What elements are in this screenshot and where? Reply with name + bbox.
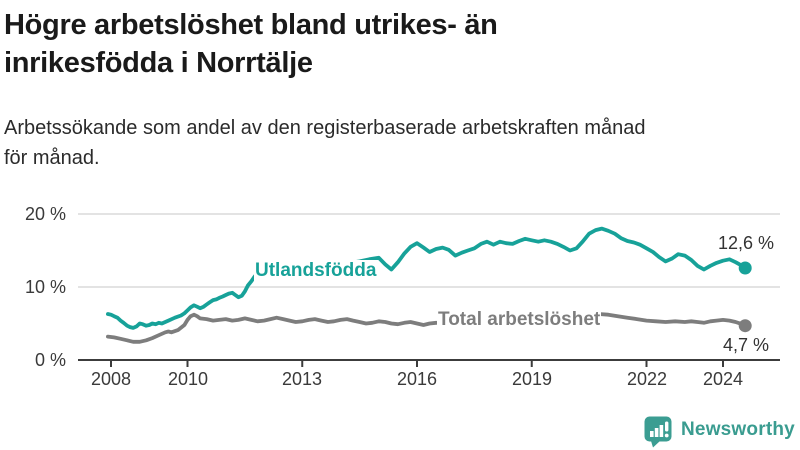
x-axis-label-2013: 2013 [281, 369, 323, 389]
x-axis-label-2008: 2008 [90, 369, 132, 389]
brand-logo: Newsworthy [644, 416, 796, 448]
series-end-dot-0 [738, 261, 752, 275]
series-end-dot-1 [738, 319, 752, 333]
newsworthy-bubble-chart-icon [644, 416, 672, 448]
page-title: Högre arbetslöshet bland utrikes- än inr… [4, 9, 498, 79]
y-axis-label-20: 20 % [24, 204, 66, 224]
x-axis-label-2019: 2019 [511, 369, 553, 389]
series-label-total-arbetsloshet: Total arbetslöshet [437, 309, 602, 331]
y-axis-label-0: 0 % [34, 350, 66, 370]
brand-name: Newsworthy [681, 419, 795, 440]
x-axis-label-2010: 2010 [167, 369, 209, 389]
series-line-1 [106, 312, 748, 344]
y-axis-label-10: 10 % [24, 277, 66, 297]
annotation-utlandsfodda-value: 12,6 % [717, 233, 774, 253]
x-axis-label-2022: 2022 [626, 369, 668, 389]
series-line-0 [106, 226, 748, 330]
annotation-total-value: 4,7 % [722, 335, 769, 355]
x-axis-label-2016: 2016 [396, 369, 438, 389]
chart-subtitle: Arbetssökande som andel av den registerb… [4, 117, 646, 169]
series-label-utlandsfodda: Utlandsfödda [254, 260, 378, 282]
x-axis-label-2024: 2024 [702, 369, 744, 389]
